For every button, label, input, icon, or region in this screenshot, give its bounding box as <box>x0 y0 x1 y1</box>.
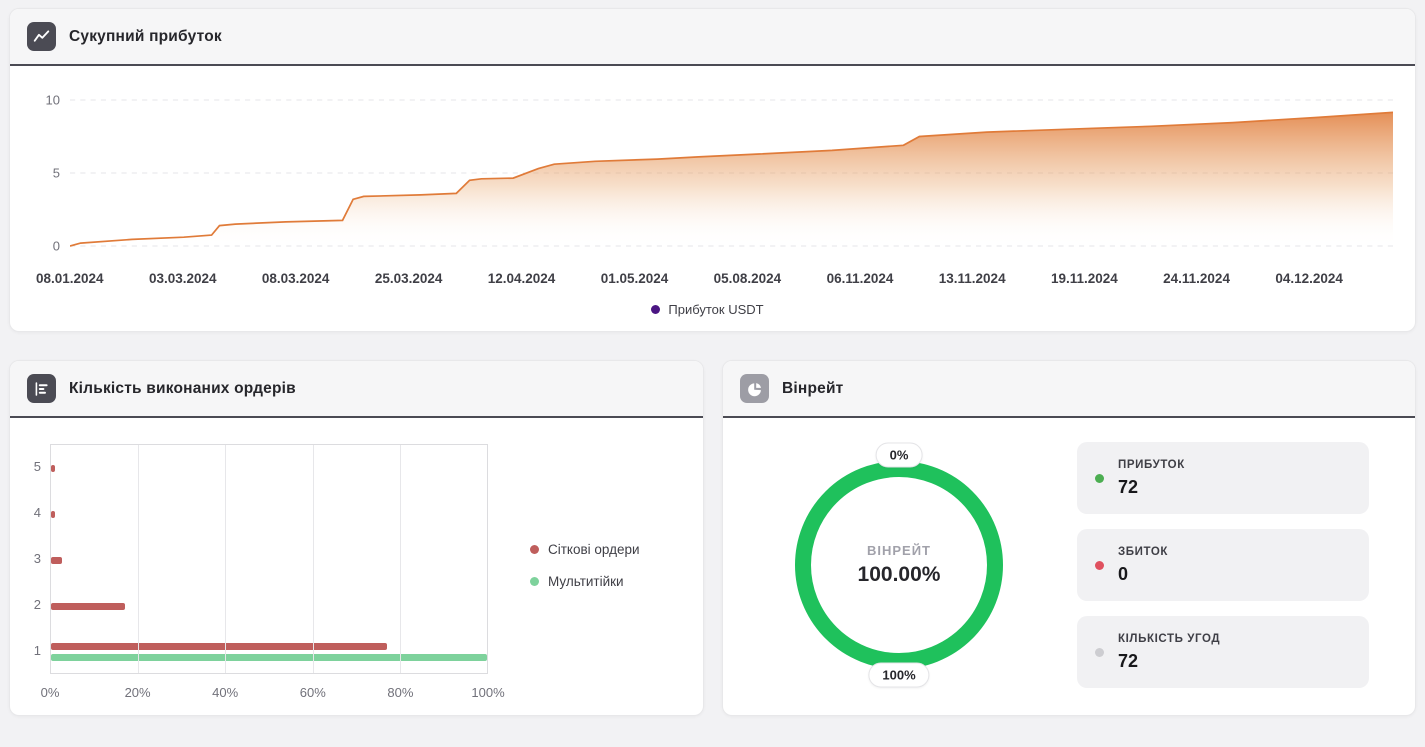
stat-value-loss: 0 <box>1118 563 1129 584</box>
x-axis-date-label: 25.03.2024 <box>374 271 443 286</box>
profit-area-fill[interactable] <box>70 112 1393 247</box>
bar-row <box>51 491 487 537</box>
executed-orders-card: Кількість виконаних ордерів 5 4 3 2 1 0% 20% 4… <box>9 360 704 716</box>
vertical-gridline <box>312 445 314 673</box>
legend-label: Сіткові ордери <box>548 542 640 557</box>
bar-multi[interactable] <box>51 654 487 661</box>
cumulative-profit-card: Сукупний прибуток 10 5 0 08.01.2024 03.03.2… <box>9 8 1416 332</box>
cumulative-legend: Прибуток USDT <box>22 302 1393 321</box>
bar-list-icon <box>27 374 56 403</box>
winrate-body: ВІНРЕЙТ 100.00% 0% 100% ПРИБУТОК 72 <box>723 418 1415 712</box>
bar-grid-orders[interactable] <box>51 602 126 610</box>
stat-card-profit: ПРИБУТОК 72 <box>1077 442 1369 514</box>
winrate-card-header: Вінрейт <box>723 361 1415 418</box>
cumulative-chart-svg[interactable] <box>70 86 1393 261</box>
orders-chart-body: 5 4 3 2 1 0% 20% 40% 60% 80% 100% Сіткові ордери М… <box>10 418 703 715</box>
winrate-donut[interactable]: ВІНРЕЙТ 100.00% 0% 100% <box>787 442 1011 688</box>
y-tick-label: 10 <box>45 92 60 108</box>
legend-dot <box>530 577 539 586</box>
stat-label-deals: КІЛЬКІСТЬ УГОД <box>1118 632 1221 645</box>
winrate-center-value: 100.00% <box>857 563 941 586</box>
winrate-stats: ПРИБУТОК 72 ЗБИТОК 0 КІЛЬКІСТЬ УГОД 72 <box>1077 442 1369 688</box>
x-axis-date-label: 03.03.2024 <box>148 271 217 286</box>
winrate-center-label: ВІНРЕЙТ <box>866 543 931 558</box>
winrate-center: ВІНРЕЙТ 100.00% <box>787 453 1011 677</box>
stat-value-profit: 72 <box>1118 476 1139 497</box>
x-axis-date-label: 19.11.2024 <box>1050 271 1118 286</box>
cumulative-card-title: Сукупний прибуток <box>69 27 222 45</box>
bar-row <box>51 537 487 583</box>
stat-label-profit: ПРИБУТОК <box>1118 458 1185 471</box>
orders-x-ticks: 0% 20% 40% 60% 80% 100% <box>41 681 505 703</box>
stat-dot-loss <box>1095 560 1104 570</box>
x-tick-label: 20% <box>124 685 151 700</box>
bar-category-label: 4 <box>33 505 41 520</box>
x-tick-label: 100% <box>471 685 505 700</box>
x-tick-label: 60% <box>299 685 326 700</box>
bar-category-label: 5 <box>33 459 41 474</box>
vertical-gridline <box>225 445 227 673</box>
y-tick-label: 0 <box>52 238 60 254</box>
legend-item[interactable]: Мультитійки <box>530 574 640 589</box>
x-tick-label: 0% <box>40 685 60 700</box>
x-axis-date-label: 06.11.2024 <box>826 271 894 286</box>
legend-dot <box>530 545 539 554</box>
x-axis-date-label: 05.08.2024 <box>713 271 782 286</box>
profit-line <box>70 111 1393 247</box>
orders-plot-area[interactable] <box>50 444 488 674</box>
x-axis-date-label: 24.11.2024 <box>1163 271 1230 286</box>
bar-grid-orders[interactable] <box>51 510 56 518</box>
orders-card-title: Кількість виконаних ордерів <box>69 379 296 397</box>
stat-card-deals: КІЛЬКІСТЬ УГОД 72 <box>1077 616 1369 688</box>
bar-category-label: 2 <box>33 597 41 612</box>
stat-dot-deals <box>1095 647 1104 657</box>
x-axis-date-label: 08.01.2024 <box>36 271 104 286</box>
cumulative-chart-body: 10 5 0 08.01.2024 03.03.2024 08.03.2024 25.03… <box>10 66 1415 331</box>
stat-dot-profit <box>1095 473 1104 483</box>
vertical-gridline <box>138 445 140 673</box>
bar-row <box>51 583 487 629</box>
winrate-bottom-badge: 100% <box>868 662 930 688</box>
winrate-top-badge: 0% <box>875 442 923 468</box>
y-tick-label: 5 <box>52 165 60 181</box>
bar-grid-orders[interactable] <box>51 556 62 564</box>
cumulative-card-header: Сукупний прибуток <box>10 9 1415 66</box>
orders-y-axis: 5 4 3 2 1 <box>24 444 50 703</box>
x-axis-date-label: 12.04.2024 <box>487 271 556 286</box>
x-tick-label: 40% <box>212 685 239 700</box>
bar-row <box>51 445 487 491</box>
bar-category-label: 3 <box>33 551 41 566</box>
legend-label: Мультитійки <box>548 574 624 589</box>
legend-label-profit: Прибуток USDT <box>668 302 764 317</box>
trend-line-icon <box>27 22 56 51</box>
cumulative-x-labels: 08.01.2024 03.03.2024 08.03.2024 25.03.2024… <box>36 271 1343 286</box>
stat-value-deals: 72 <box>1118 650 1139 671</box>
orders-legend: Сіткові ордери Мультитійки <box>530 542 640 589</box>
pie-chart-icon <box>740 374 769 403</box>
winrate-donut-svg <box>795 461 1003 669</box>
bar-row <box>51 629 487 675</box>
legend-item[interactable]: Сіткові ордери <box>530 542 640 557</box>
cumulative-y-axis: 10 5 0 <box>22 86 70 261</box>
winrate-card: Вінрейт ВІНРЕЙТ 100.00% 0% 100% ПРИБУТОК <box>722 360 1416 716</box>
bar-grid-orders[interactable] <box>51 643 387 650</box>
winrate-card-title: Вінрейт <box>782 379 844 397</box>
x-tick-label: 80% <box>387 685 414 700</box>
orders-card-header: Кількість виконаних ордерів <box>10 361 703 418</box>
stat-card-loss: ЗБИТОК 0 <box>1077 529 1369 601</box>
x-axis-date-label: 01.05.2024 <box>600 271 669 286</box>
bar-grid-orders[interactable] <box>51 464 56 472</box>
vertical-gridline <box>399 445 401 673</box>
x-axis-date-label: 08.03.2024 <box>261 271 330 286</box>
bar-category-label: 1 <box>33 643 41 658</box>
stat-label-loss: ЗБИТОК <box>1118 545 1169 558</box>
x-axis-date-label: 04.12.2024 <box>1275 271 1343 286</box>
legend-dot-profit <box>651 305 661 314</box>
x-axis-date-label: 13.11.2024 <box>938 271 1006 286</box>
